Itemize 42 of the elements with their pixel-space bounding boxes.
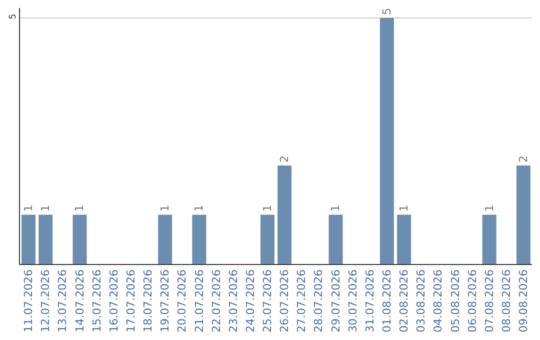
x-tick-label: 08.08.2026 bbox=[500, 269, 513, 332]
x-tick-label: 28.07.2026 bbox=[312, 269, 326, 332]
x-tick-label: 29.07.2026 bbox=[329, 269, 342, 332]
x-tick-label: 03.08.2026 bbox=[414, 269, 428, 332]
x-tick-label: 09.08.2026 bbox=[517, 269, 530, 332]
data-label: 1 bbox=[73, 204, 86, 212]
data-label: 1 bbox=[260, 204, 274, 212]
x-tick-label: 13.07.2026 bbox=[56, 269, 70, 332]
x-tick-label: 02.08.2026 bbox=[398, 269, 411, 332]
data-label: 1 bbox=[398, 204, 410, 212]
x-tick-label: 17.07.2026 bbox=[124, 269, 138, 332]
x-tick-label: 14.07.2026 bbox=[73, 269, 86, 332]
data-label: 1 bbox=[39, 204, 52, 212]
x-tick-label: 20.07.2026 bbox=[176, 269, 189, 332]
data-label: 1 bbox=[158, 204, 172, 212]
x-tick-label: 15.07.2026 bbox=[90, 269, 104, 332]
x-tick-label: 30.07.2026 bbox=[346, 269, 360, 332]
data-label: 2 bbox=[516, 156, 530, 163]
x-tick-label: 31.07.2026 bbox=[363, 269, 376, 332]
x-tick-label: 22.07.2026 bbox=[210, 269, 223, 332]
x-tick-label: 01.08.2026 bbox=[380, 269, 394, 332]
x-tick-label: 05.08.2026 bbox=[448, 269, 462, 332]
x-tick-label: 21.07.2026 bbox=[192, 269, 206, 332]
x-tick-label: 18.07.2026 bbox=[142, 269, 155, 332]
data-label: 1 bbox=[482, 204, 496, 212]
x-tick-label: 27.07.2026 bbox=[295, 269, 308, 332]
x-tick-label: 25.07.2026 bbox=[261, 269, 274, 332]
x-tick-label: 07.08.2026 bbox=[482, 269, 496, 332]
data-label: 1 bbox=[22, 204, 36, 212]
x-tick-label: 23.07.2026 bbox=[226, 269, 240, 332]
data-label: 5 bbox=[380, 8, 394, 15]
x-tick-label: 04.08.2026 bbox=[432, 269, 445, 332]
x-tick-label: 11.07.2026 bbox=[22, 269, 36, 332]
data-label: 1 bbox=[329, 204, 342, 212]
data-label: 2 bbox=[278, 156, 292, 163]
x-tick-label: 24.07.2026 bbox=[244, 269, 257, 332]
x-tick-label: 19.07.2026 bbox=[158, 269, 172, 332]
x-tick-label: 26.07.2026 bbox=[278, 269, 292, 332]
x-tick-label: 06.08.2026 bbox=[466, 269, 479, 332]
x-tick-label: 16.07.2026 bbox=[107, 269, 120, 332]
data-label: 1 bbox=[192, 204, 206, 212]
x-tick-label: 12.07.2026 bbox=[39, 269, 52, 332]
